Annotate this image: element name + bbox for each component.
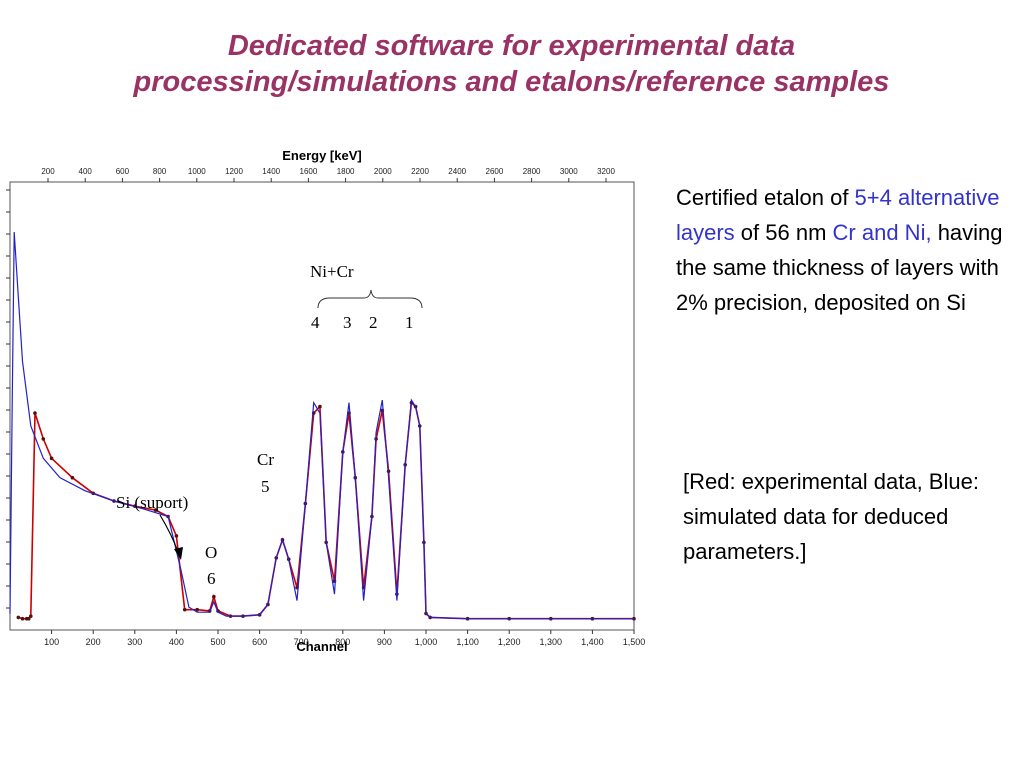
- legend-note: [Red: experimental data, Blue: simulated…: [683, 469, 979, 564]
- annotation-o: O: [205, 543, 217, 562]
- annotation-cr-5: 5: [261, 477, 270, 496]
- desc-part-3: of 56 nm: [734, 220, 833, 245]
- desc-layers-highlight: 5+4 alternative layers: [676, 185, 1000, 245]
- peak-label-2: 2: [369, 313, 378, 332]
- energy-tick-label: 1800: [337, 167, 355, 176]
- slide-title: Dedicated software for experimental data…: [0, 28, 1023, 100]
- channel-tick-label: 300: [127, 637, 142, 647]
- channel-tick-label: 700: [294, 637, 309, 647]
- channel-tick-label: 1,300: [540, 637, 563, 647]
- peak-label-4: 4: [311, 313, 320, 332]
- title-line-2: processing/simulations and etalons/refer…: [133, 66, 890, 98]
- channel-tick-label: 800: [335, 637, 350, 647]
- energy-tick-label: 800: [153, 167, 167, 176]
- energy-tick-label: 600: [116, 167, 130, 176]
- rbs-spectrum-chart: 100 200 300 400 500 600 700 800 900 1,000 1,100 1,2…: [6, 148, 646, 654]
- channel-tick-label: 1,000: [415, 637, 438, 647]
- channel-axis-label: Channel: [296, 639, 347, 654]
- plot-area: [9, 181, 635, 631]
- experimental-data-point: [70, 475, 75, 480]
- channel-tick-label: 600: [252, 637, 267, 647]
- energy-tick-label: 1000: [188, 167, 206, 176]
- channel-tick-label: 500: [210, 637, 225, 647]
- energy-tick-label: 2800: [523, 167, 541, 176]
- channel-tick-label: 1,400: [581, 637, 604, 647]
- energy-tick-label: 1600: [300, 167, 318, 176]
- nicr-brace: [317, 289, 423, 309]
- channel-tick-label: 100: [44, 637, 59, 647]
- energy-tick-label: 3000: [560, 167, 578, 176]
- energy-tick-label: 2400: [448, 167, 466, 176]
- experimental-data-point: [29, 614, 33, 618]
- si-arrowhead: [174, 547, 183, 560]
- experimental-data-point: [20, 616, 25, 621]
- experimental-data-point: [49, 456, 54, 461]
- experimental-data-point: [16, 615, 21, 620]
- energy-tick-label: 1200: [225, 167, 243, 176]
- desc-part-5: having the same thickness of layers with…: [676, 220, 1003, 315]
- channel-tick-label: 1,100: [456, 637, 479, 647]
- energy-axis-label: Energy [keV]: [282, 148, 361, 163]
- annotation-nicr: Ni+Cr: [310, 262, 354, 281]
- experimental-data-point: [26, 616, 31, 621]
- experimental-data-point: [41, 437, 46, 441]
- experimental-data-point: [153, 508, 158, 512]
- experimental-data-point: [33, 411, 37, 415]
- peak-label-3: 3: [343, 313, 352, 332]
- annotation-si: Si (suport): [116, 493, 188, 512]
- channel-tick-label: 1,200: [498, 637, 521, 647]
- etalon-description: Certified etalon of 5+4 alternative laye…: [676, 180, 1006, 320]
- energy-tick-label: 400: [79, 167, 93, 176]
- peak-label-1: 1: [405, 313, 414, 332]
- energy-tick-label: 200: [41, 167, 55, 176]
- channel-tick-label: 900: [377, 637, 392, 647]
- simulated-series-line: [9, 231, 634, 620]
- energy-tick-label: 2600: [486, 167, 504, 176]
- annotation-cr: Cr: [257, 450, 274, 469]
- channel-tick-label: 400: [169, 637, 184, 647]
- title-line-1: Dedicated software for experimental data: [227, 30, 796, 62]
- experimental-data-point: [212, 594, 216, 599]
- desc-part-1: Certified etalon of: [676, 185, 855, 210]
- annotation-o-6: 6: [207, 569, 216, 588]
- energy-tick-label: 1400: [262, 167, 280, 176]
- channel-tick-label: 1,500: [623, 637, 646, 647]
- energy-tick-label: 3200: [597, 167, 615, 176]
- experimental-data-point: [174, 534, 179, 538]
- experimental-data-point: [318, 404, 322, 409]
- experimental-data-point: [195, 607, 199, 612]
- channel-tick-label: 200: [86, 637, 101, 647]
- energy-tick-label: 2000: [374, 167, 392, 176]
- energy-tick-label: 2200: [411, 167, 429, 176]
- experimental-data-point: [182, 607, 187, 612]
- desc-elements-highlight: Cr and Ni,: [832, 220, 932, 245]
